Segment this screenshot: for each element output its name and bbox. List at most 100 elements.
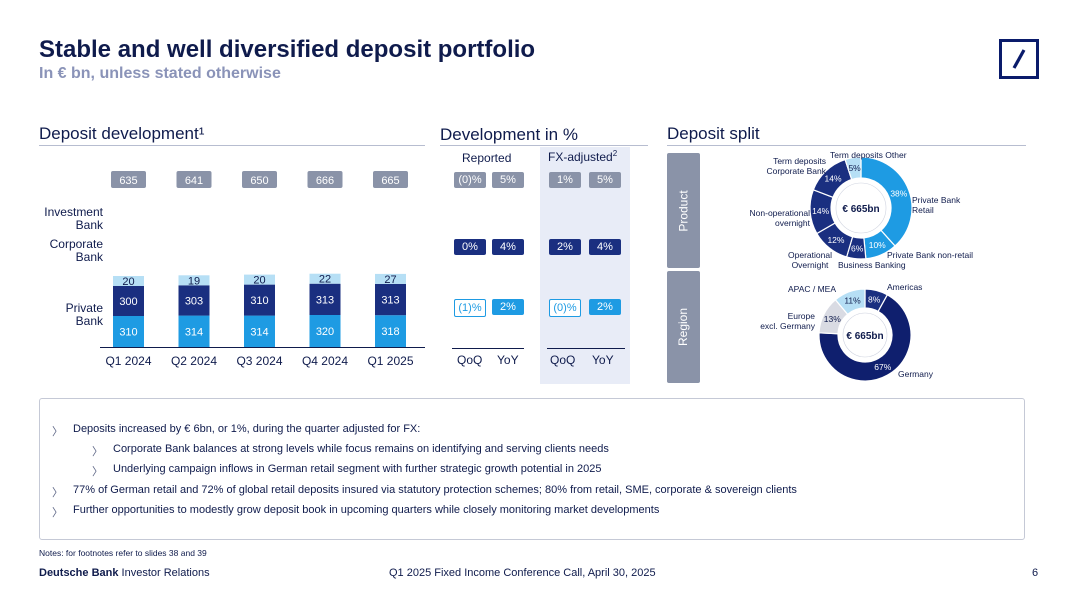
deposit-split-title: Deposit split (667, 124, 760, 143)
axis-line (547, 348, 625, 349)
total-label: 635 (119, 175, 137, 187)
pct-value: 0% (454, 239, 486, 255)
bar-investment-bank (244, 274, 275, 285)
total-label: 650 (250, 175, 268, 187)
donut-center-label: € 665bn (842, 204, 879, 215)
bar-private-bank (113, 316, 144, 347)
bar-value-label: 19 (188, 275, 200, 287)
pct-value: (1)% (454, 299, 486, 317)
slash-logo-icon (1012, 49, 1026, 69)
bar-value-label: 314 (250, 326, 268, 338)
label-business: Business Banking (838, 260, 906, 270)
bar-value-label: 313 (381, 295, 399, 307)
bar-corporate-bank (244, 284, 275, 316)
slice-label: 14% (812, 206, 829, 216)
bar-value-label: 313 (316, 294, 334, 306)
qoq-label: QoQ (550, 353, 576, 367)
label-term-other: Term deposits Other (830, 150, 907, 160)
total-pill (373, 171, 408, 188)
bar-private-bank (244, 315, 275, 347)
qoq-label: QoQ (457, 353, 483, 367)
slice-label: 14% (825, 174, 842, 184)
bar-value-label: 318 (381, 326, 399, 338)
chevron-right-icon: 〉 (52, 426, 63, 438)
bar-value-label: 27 (384, 274, 396, 286)
category-label: Q1 2025 (367, 354, 413, 368)
bar-value-label: 22 (319, 274, 331, 286)
label-germany: Germany (898, 369, 933, 379)
key-messages-box: 〉 Deposits increased by € 6bn, or 1%, dur… (39, 398, 1025, 540)
total-pill (111, 171, 146, 188)
slice-label: 5% (848, 163, 861, 173)
notes: Notes: for footnotes refer to slides 38 … (39, 548, 207, 558)
total-pill (176, 171, 212, 188)
deposit-development-chart: 310 300 20 635 Q1 2024 314 303 19 641 Q2 2024 314 3… (100, 171, 425, 368)
yoy-label: YoY (592, 353, 614, 367)
slice-label: 12% (827, 235, 844, 245)
chevron-right-icon: 〉 (92, 466, 103, 478)
bar-corporate-bank (113, 286, 144, 316)
bar-value-label: 20 (122, 276, 134, 288)
bullet-text: Underlying campaign inflows in German re… (113, 463, 602, 475)
chevron-right-icon: 〉 (92, 446, 103, 458)
product-tab: Product (667, 153, 700, 268)
product-donut-chart: 38% 10% 6% 12% 14% 14% 5% € 665bn (809, 156, 913, 260)
region-donut-chart: 8% 67% 13%11% € 665bn (818, 288, 912, 382)
axis-line (452, 348, 524, 349)
region-tab: Region (667, 271, 700, 383)
slice-private-bank-retail (860, 156, 913, 247)
fx-adjusted-header: FX-adjusted2 (548, 149, 618, 164)
pct-value: 2% (549, 239, 581, 255)
slice-term-deposits-other (844, 156, 862, 181)
section-divider (667, 145, 1026, 146)
pct-value: (0)% (454, 172, 486, 188)
section-divider (39, 145, 425, 146)
total-label: 641 (185, 175, 203, 187)
bar-value-label: 310 (250, 295, 268, 307)
pct-value: 2% (492, 299, 524, 315)
pct-value: 5% (589, 172, 621, 188)
bar-value-label: 300 (119, 296, 137, 308)
footer-event: Q1 2025 Fixed Income Conference Call, Ap… (389, 567, 656, 579)
pct-value: 1% (549, 172, 581, 188)
bar-investment-bank (113, 276, 144, 286)
slice-label: 6% (851, 243, 864, 253)
bar-private-bank (309, 315, 341, 347)
section-divider (440, 145, 648, 146)
page-number: 6 (1032, 567, 1039, 579)
slice-label: 67% (874, 362, 891, 372)
label-non-op: Non-operational overnight (749, 208, 810, 228)
footer-brand: Deutsche Bank Investor Relations (39, 567, 210, 579)
bullet-text: 77% of German retail and 72% of global r… (73, 484, 797, 496)
chevron-right-icon: 〉 (52, 507, 63, 519)
bar-private-bank (375, 315, 406, 347)
label-term-cb: Term deposits Corporate Bank (766, 156, 826, 176)
bullet-text: Corporate Bank balances at strong levels… (113, 443, 609, 455)
development-pct-title: Development in % (440, 125, 578, 144)
slice-germany (818, 293, 912, 382)
slice-label: 11% (844, 296, 861, 306)
bar-value-label: 320 (316, 326, 334, 338)
donut-center (835, 182, 887, 234)
legend-private-bank: Private Bank (65, 301, 103, 328)
label-op: Operational Overnight (788, 250, 832, 270)
bar-corporate-bank (309, 283, 341, 315)
label-apac: APAC / MEA (788, 284, 837, 294)
bar-value-label: 20 (253, 275, 265, 287)
page-title: Stable and well diversified deposit port… (39, 36, 536, 63)
bullet-text: Deposits increased by € 6bn, or 1%, duri… (73, 423, 421, 435)
pct-value: (0)% (549, 299, 581, 317)
category-label: Q2 2024 (171, 354, 217, 368)
bar-value-label: 310 (119, 327, 137, 339)
pct-value: 2% (589, 299, 621, 315)
legend-investment-bank: Investment Bank (44, 205, 103, 232)
total-pill (242, 171, 277, 188)
bar-corporate-bank (178, 285, 210, 316)
category-label: Q3 2024 (236, 354, 282, 368)
donut-center-label: € 665bn (846, 331, 883, 342)
deposit-development-title: Deposit development¹ (39, 124, 205, 143)
label-pb-retail: Private Bank Retail (912, 195, 961, 215)
slice-label: 10% (869, 240, 886, 250)
slice-apac-mea (834, 288, 866, 316)
pct-value: 4% (492, 239, 524, 255)
